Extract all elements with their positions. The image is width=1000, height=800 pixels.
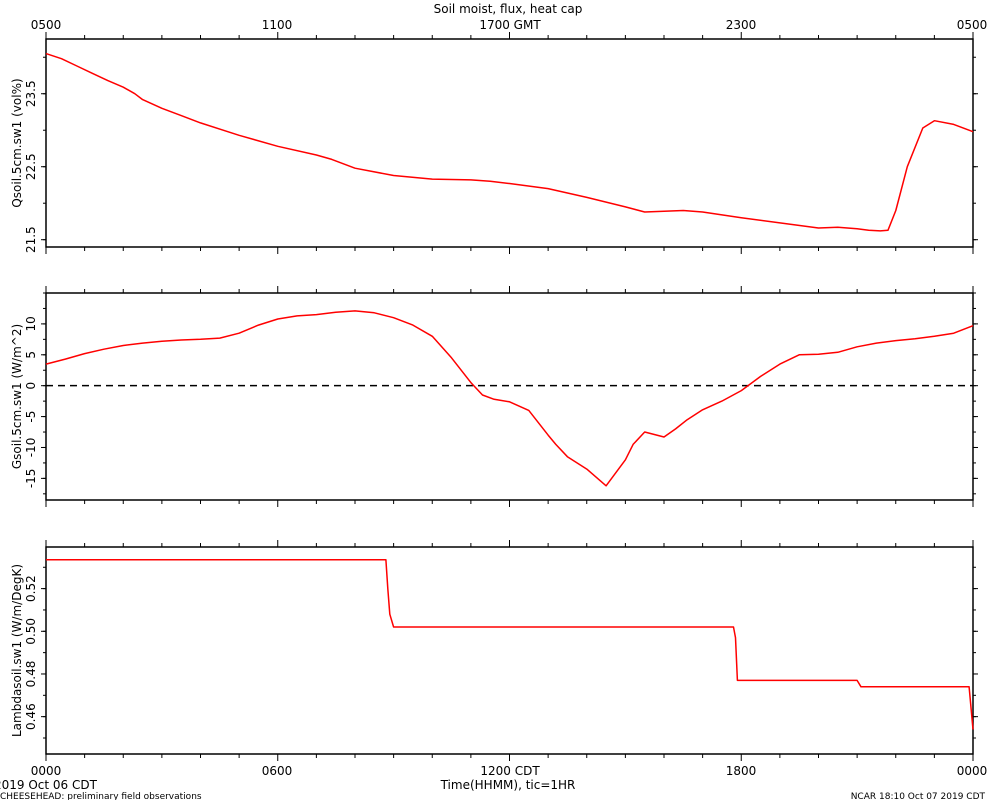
y-tick-label: 21.5 [24, 226, 38, 253]
y-tick-label: 0.46 [24, 703, 38, 730]
y-axis-label: Lambdasoil.sw1 (W/m/DegK) [10, 564, 24, 737]
bottom-tick-label: 1200 CDT [480, 764, 540, 778]
top-tick-label: 0500 [31, 18, 62, 32]
y-axis-label: Qsoil.5cm.sw1 (vol%) [10, 78, 24, 207]
y-tick-label: -5 [24, 411, 38, 423]
project-label: CHEESEHEAD: preliminary field observatio… [0, 792, 202, 800]
flux-series-line [45, 310, 974, 487]
bottom-time-axis: 0000 0600 1200 CDT 1800 0000 [31, 764, 988, 778]
moisture-plot-frame [45, 38, 974, 248]
y-tick-label: 23.5 [24, 80, 38, 107]
y-tick-label: -10 [24, 438, 38, 458]
top-tick-label: 1700 GMT [479, 18, 541, 32]
y-tick-label: 0 [24, 382, 38, 390]
date-label: 2019 Oct 06 CDT [0, 778, 98, 792]
y-tick-label: 22.5 [24, 153, 38, 180]
flux-plot-frame [45, 292, 974, 501]
top-tick-label: 2300 [726, 18, 757, 32]
bottom-tick-label: 1800 [726, 764, 757, 778]
moisture-series-line [45, 52, 974, 232]
chart-title: Soil moist, flux, heat cap [434, 2, 583, 16]
conductivity-series-line [46, 559, 974, 730]
y-tick-label: 0.48 [24, 661, 38, 688]
x-axis-label: Time(HHMM), tic=1HR [440, 778, 576, 792]
top-tick-label: 1100 [262, 18, 293, 32]
top-tick-label: 0500 [957, 18, 988, 32]
top-time-axis: 0500 1100 1700 GMT 2300 0500 [31, 18, 988, 32]
credit-label: NCAR 18:10 Oct 07 2019 CDT [851, 792, 986, 800]
y-tick-label: 10 [24, 316, 38, 331]
y-tick-label: 0.52 [24, 575, 38, 602]
conductivity-plot-frame [45, 546, 974, 755]
y-tick-label: 5 [24, 351, 38, 359]
y-tick-label: -15 [24, 469, 38, 489]
y-axis-label: Gsoil.5cm.sw1 (W/m^2) [10, 324, 24, 469]
y-tick-label: 0.50 [24, 618, 38, 645]
bottom-tick-label: 0000 [31, 764, 62, 778]
bottom-tick-label: 0600 [262, 764, 293, 778]
bottom-tick-label: 0000 [957, 764, 988, 778]
